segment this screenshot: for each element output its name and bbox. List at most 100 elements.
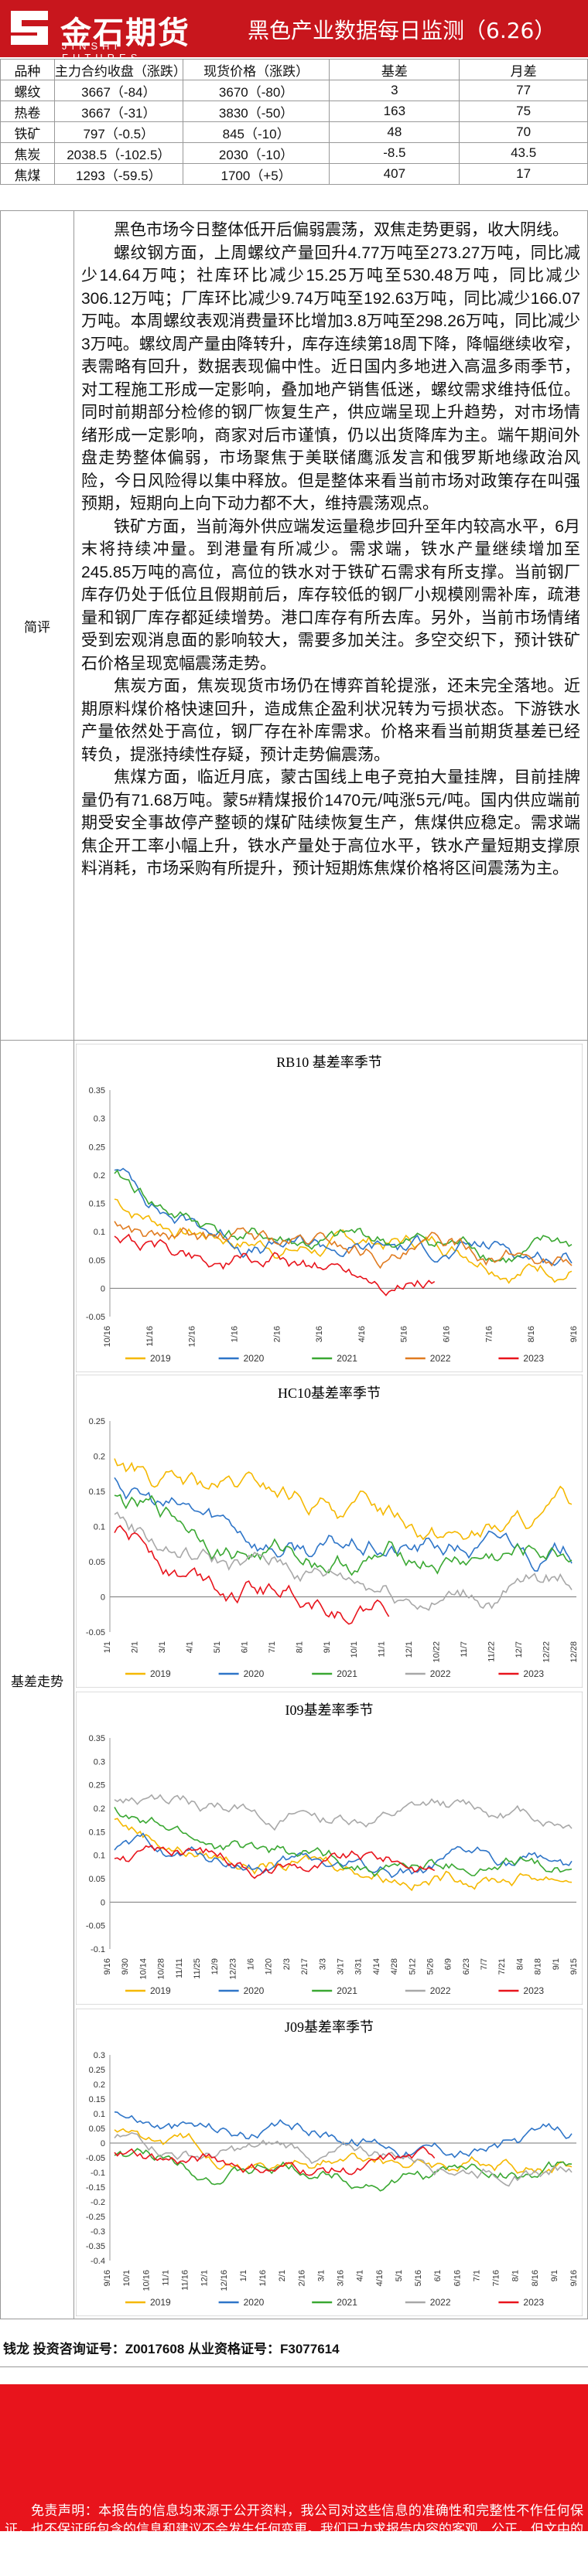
- x-tick-label: 12/1: [405, 1641, 414, 1658]
- x-tick-label: 5/26: [426, 1958, 435, 1975]
- j09-basis-chart: J09基差率季节 0.3 0.25 0.2 0.15 0.1 0.05 0 -0.05 -0.1 -…: [76, 2009, 583, 2316]
- legend-label: 2023: [523, 1353, 544, 1364]
- y-tick-label: 0.25: [89, 1143, 105, 1152]
- x-tick-label: 10/1: [122, 2270, 132, 2286]
- y-tick-label: 0.3: [94, 1757, 105, 1767]
- table-cell: 3: [329, 80, 460, 101]
- table-cell: 407: [329, 163, 460, 185]
- y-tick-label: -0.05: [86, 2154, 105, 2163]
- x-tick-label: 1/1: [239, 2270, 248, 2281]
- x-tick-label: 9/1: [552, 1958, 561, 1970]
- legend-label: 2023: [523, 1668, 544, 1679]
- y-tick-label: 0.25: [89, 1417, 105, 1426]
- table-cell: 3670（-80）: [182, 80, 330, 101]
- y-tick-label: 0: [101, 2139, 105, 2148]
- series-line-2019: [114, 1198, 573, 1284]
- basis-charts-section: 基差走势 RB10 基差率季节 0.35 0.3 0.25 0.2 0.15 0.1 0.05…: [0, 1041, 588, 2319]
- disclaimer-banner: 免责声明：本报告的信息均来源于公开资料，我公司对这些信息的准确性和完整性不作任何…: [0, 2384, 588, 2574]
- x-tick-label: 4/1: [185, 1641, 194, 1653]
- x-tick-label: 7/1: [268, 1641, 277, 1653]
- legend-label: 2020: [244, 1985, 265, 1996]
- legend-label: 2021: [337, 1985, 357, 1996]
- y-tick-label: 0.35: [89, 1086, 105, 1095]
- commentary-paragraph: 螺纹钢方面，上周螺纹产量回升4.77万吨至273.27万吨，同比减少14.64万…: [81, 244, 580, 513]
- y-tick-label: 0.25: [89, 2066, 105, 2075]
- x-tick-label: 5/16: [400, 1326, 409, 1342]
- x-tick-label: 9/1: [323, 1641, 332, 1653]
- y-tick-label: 0.05: [89, 1256, 105, 1266]
- x-tick-label: 12/28: [569, 1641, 579, 1663]
- x-tick-label: 3/17: [337, 1958, 346, 1975]
- table-header-cell: 主力合约收盘（涨跌）: [53, 59, 186, 80]
- x-tick-label: 7/1: [472, 2270, 481, 2281]
- x-tick-label: 5/1: [395, 2270, 404, 2281]
- x-tick-label: 7/16: [492, 2270, 501, 2286]
- x-tick-label: 9/16: [103, 2270, 112, 2286]
- chart-title: HC10基差率季节: [278, 1385, 381, 1401]
- legend-label: 2021: [337, 1668, 357, 1679]
- y-tick-label: 0.1: [94, 1228, 105, 1237]
- chart-frame: [76, 1044, 583, 1372]
- table-cell: 焦煤: [0, 163, 55, 185]
- table-cell: -8.5: [329, 142, 460, 164]
- legend-label: 2022: [430, 2297, 451, 2308]
- table-cell: 845（-10）: [182, 121, 330, 143]
- commentary-paragraph: 黑色市场今日整体低开后偏弱震荡，双焦走势更弱，收大阴线。: [114, 221, 569, 239]
- x-tick-label: 12/16: [220, 2270, 229, 2291]
- y-tick-label: 0.05: [89, 1875, 105, 1884]
- y-tick-label: 0.1: [94, 2110, 105, 2119]
- y-tick-label: -0.05: [86, 1628, 105, 1637]
- table-cell: 铁矿: [0, 121, 55, 143]
- x-tick-label: 10/22: [432, 1641, 442, 1663]
- table-header-row: 品种 主力合约收盘（涨跌） 现货价格（涨跌） 基差 月差: [0, 59, 588, 80]
- legend-label: 2019: [150, 1985, 171, 1996]
- x-tick-label: 1/20: [265, 1958, 274, 1975]
- commentary-paragraph: 焦炭方面，焦炭现货市场仍在博弈首轮提涨，还未完全落地。近期原料煤价格快速回升，造…: [81, 677, 580, 764]
- commentary-paragraph: 焦煤方面，临近月底，蒙古国线上电子竞拍大量挂牌，目前挂牌量仍有71.68万吨。蒙…: [81, 768, 580, 877]
- logo-chinese-name: 金石期货: [60, 15, 190, 51]
- report-title: 黑色产业数据每日监测（6.26）: [248, 18, 556, 43]
- x-tick-label: 4/1: [356, 2270, 365, 2281]
- table-cell: 螺纹: [0, 80, 55, 101]
- legend-label: 2022: [430, 1985, 451, 1996]
- table-row: 螺纹 3667（-84） 3670（-80） 3 77: [0, 80, 588, 101]
- x-tick-label: 4/16: [375, 2270, 385, 2286]
- y-tick-label: -0.3: [91, 2227, 105, 2237]
- x-tick-label: 11/25: [193, 1958, 202, 1979]
- series-line-2022: [114, 1221, 573, 1269]
- table-cell: 3667（-31）: [53, 101, 183, 122]
- x-tick-label: 10/16: [142, 2270, 151, 2291]
- jinshi-logo-icon: [6, 5, 53, 51]
- legend-label: 2020: [244, 2297, 265, 2308]
- x-tick-label: 9/16: [569, 2270, 579, 2286]
- x-tick-label: 7/16: [484, 1326, 494, 1342]
- x-tick-label: 12/22: [542, 1641, 552, 1663]
- y-tick-label: 0.15: [89, 1487, 105, 1497]
- chart-title: J09基差率季节: [285, 2019, 374, 2035]
- x-tick-label: 6/16: [443, 1326, 452, 1342]
- y-tick-label: -0.4: [91, 2257, 105, 2266]
- x-tick-label: 9/16: [103, 1958, 112, 1975]
- series-line-2020: [114, 2111, 573, 2159]
- x-tick-label: 9/16: [569, 1326, 579, 1342]
- x-tick-label: 11/16: [145, 1326, 155, 1347]
- y-tick-label: 0.2: [94, 1171, 105, 1181]
- y-tick-label: -0.1: [91, 1945, 105, 1954]
- y-tick-label: -0.05: [86, 1313, 105, 1322]
- series-line-2023: [114, 2145, 436, 2176]
- x-tick-label: 8/4: [515, 1958, 525, 1970]
- legend-label: 2022: [430, 1668, 451, 1679]
- x-tick-label: 5/16: [414, 2270, 423, 2286]
- series-line-2021: [114, 1807, 573, 1877]
- y-tick-label: 0.1: [94, 1852, 105, 1861]
- legend-label: 2021: [337, 1353, 357, 1364]
- series-line-2022: [114, 1511, 573, 1611]
- commentary-paragraph: 铁矿方面，当前海外供应端发运量稳步回升至年内较高水平，6月末将持续冲量。到港量有…: [81, 517, 580, 673]
- chart-frame: [76, 2009, 583, 2316]
- chart-frame: [76, 1375, 583, 1688]
- x-tick-label: 10/14: [138, 1958, 148, 1980]
- table-cell: 3830（-50）: [182, 101, 330, 122]
- x-tick-label: 4/14: [372, 1958, 381, 1975]
- table-row: 焦煤 1293（-59.5） 1700（+5） 407 17: [0, 163, 588, 185]
- commentary-text: 黑色市场今日整体低开后偏弱震荡，双焦走势更弱，收大阴线。 螺纹钢方面，上周螺纹产…: [81, 219, 580, 881]
